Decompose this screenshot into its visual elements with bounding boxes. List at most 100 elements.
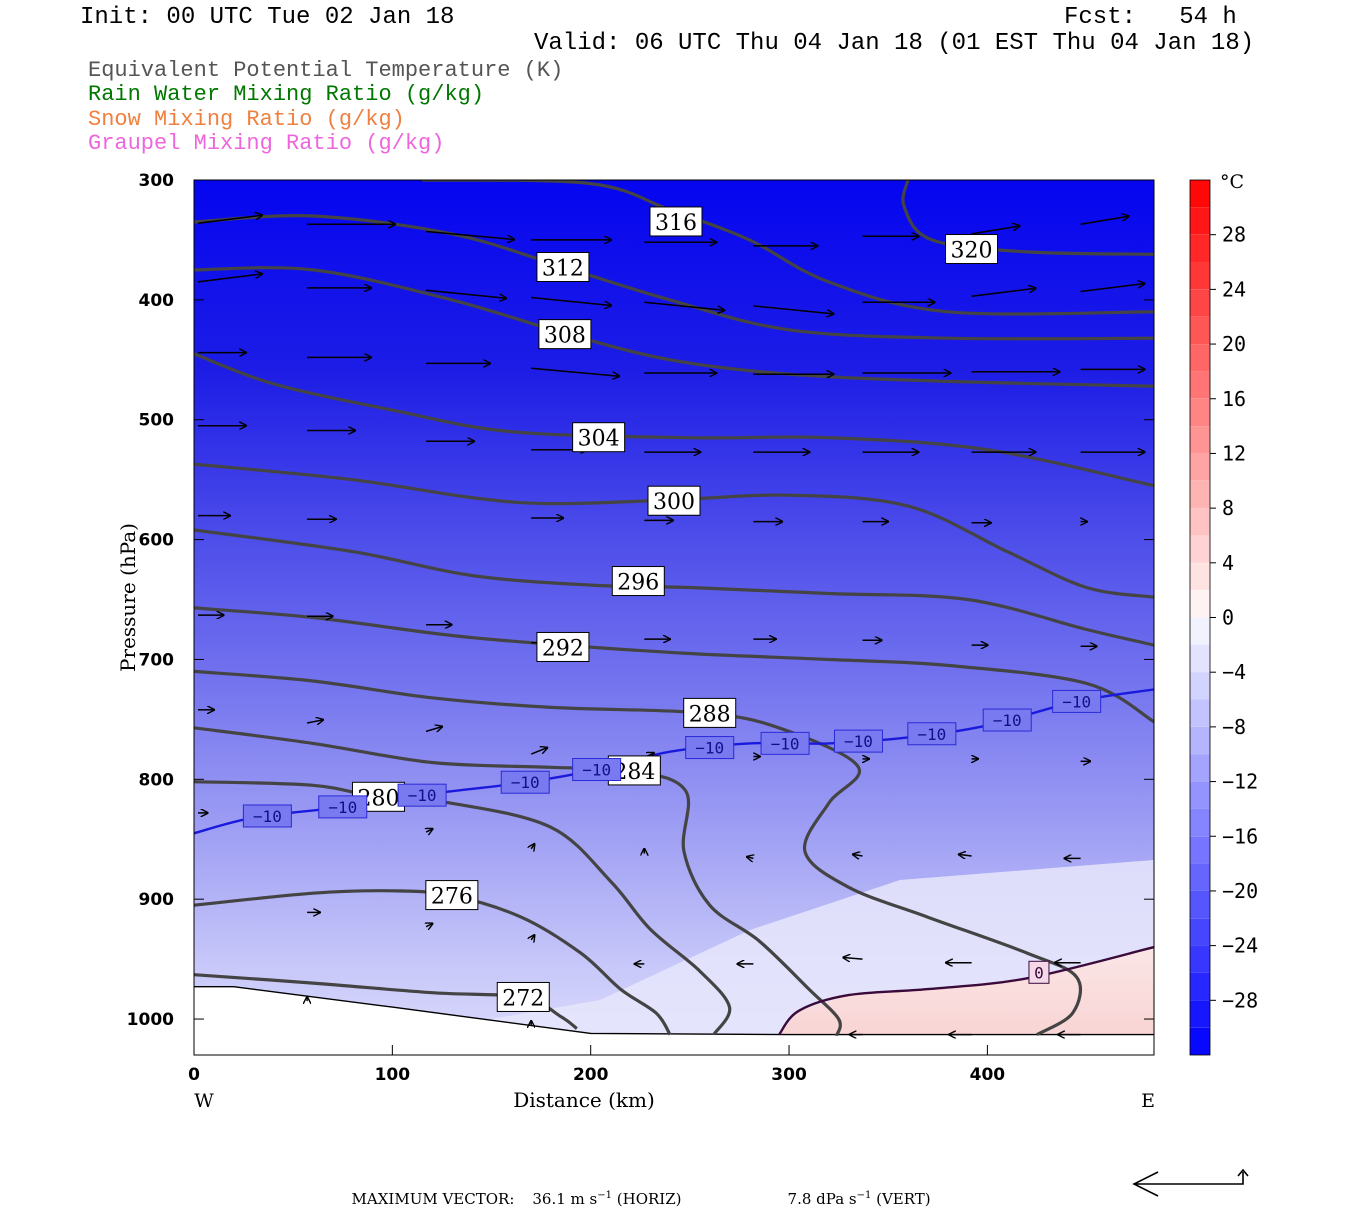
colorbar-tick-label: −16 (1222, 824, 1258, 848)
theta-e-contour-308 (194, 266, 1154, 388)
x-tick-label: 0 (188, 1065, 200, 1085)
colorbar-segment (1190, 672, 1210, 700)
x-tick-label: 400 (970, 1065, 1006, 1085)
colorbar-tick-label: 24 (1222, 277, 1246, 301)
isotherm-minus10-label: −10 (582, 760, 611, 779)
y-tick-label: 400 (139, 291, 175, 311)
isotherm-minus10-label: −10 (844, 732, 873, 751)
theta-e-contour-288 (194, 669, 1083, 1037)
theta-e-contour-316 (422, 180, 1154, 316)
wind-vector (531, 935, 534, 940)
reference-vector-arrow (1132, 1168, 1249, 1197)
theta-e-contours (194, 180, 1154, 1037)
wind-vector (426, 829, 432, 832)
colorbar-segment (1190, 754, 1210, 782)
init-time: Init: 00 UTC Tue 02 Jan 18 (80, 4, 455, 31)
wind-vector (853, 854, 863, 856)
cross-section-chart: 316320312308304300296292288284280276272 … (116, 171, 1258, 1112)
colorbar-tick-label: −28 (1222, 988, 1258, 1012)
colorbar-tick-label: −4 (1222, 660, 1246, 684)
colorbar-segment (1190, 808, 1210, 837)
theta-e-contour-292 (194, 606, 1154, 724)
colorbar-segment (1190, 973, 1210, 1001)
wind-vector (426, 924, 432, 927)
isotherm-label-box (1052, 689, 1102, 713)
wind-vector (1080, 216, 1129, 226)
terrain (194, 986, 1154, 1055)
colorbar-tick-label: −24 (1222, 934, 1258, 958)
x-tick-label: 200 (573, 1065, 609, 1085)
field-label-rain: Rain Water Mixing Ratio (g/kg) (88, 82, 485, 107)
isotherm-label-box (242, 804, 292, 828)
wind-vector (753, 305, 833, 314)
theta-e-contour-276 (194, 889, 672, 1036)
valid-time: Valid: 06 UTC Thu 04 Jan 18 (01 EST Thu … (534, 30, 1255, 57)
colorbar-tick-label: 16 (1222, 387, 1246, 411)
colorbar-tick-label: 8 (1222, 496, 1234, 520)
colorbar-segment (1190, 699, 1210, 727)
max-vector-info: MAXIMUM VECTOR: 36.1 m s−1 (HORIZ) (342, 1172, 682, 1208)
isotherm-minus10-label: −10 (917, 725, 946, 744)
isotherm-label-box (318, 795, 368, 819)
theta-e-label: 304 (578, 427, 620, 452)
colorbar-segment (1190, 562, 1210, 591)
y-tick-label: 300 (139, 171, 175, 191)
y-tick-label: 1000 (127, 1010, 174, 1030)
theta-e-contour-304 (194, 352, 1154, 488)
theta-e-contour-272 (194, 973, 578, 1030)
wind-vector (426, 230, 514, 240)
theta-e-label: 288 (689, 702, 731, 727)
field-label-graupel: Graupel Mixing Ratio (g/kg) (88, 131, 445, 156)
colorbar-segment (1190, 590, 1210, 618)
colorbar: 28 24 20 16 12 8 4 0 −4 −8 −12 −16 −20 −24 −28 °C (1189, 171, 1258, 1056)
vert-vector-info: 7.8 dPa s−1 (VERT) (778, 1172, 931, 1208)
reference-vector (1132, 1168, 1249, 1197)
terrain-fill (194, 986, 1154, 1055)
colorbar-segment (1190, 207, 1210, 235)
colorbar-segment (1190, 836, 1210, 864)
colorbar-segment (1190, 863, 1210, 891)
x-axis-title: Distance (km) (513, 1088, 655, 1112)
theta-e-label-box (647, 485, 701, 516)
isotherm-label-box (1028, 960, 1050, 984)
wind-vector (306, 720, 323, 723)
isotherm-zero-line (778, 945, 1154, 1036)
theta-e-contour-280 (194, 780, 732, 1036)
y-tick-label: 800 (139, 770, 175, 790)
vert-unit: (VERT) (871, 1190, 931, 1208)
colorbar-segment (1190, 371, 1210, 399)
y-tick-label: 500 (139, 411, 175, 431)
colorbar-segment (1190, 316, 1210, 344)
colorbar-segment (1190, 726, 1210, 755)
axes: 300 400 500 600 700 800 900 1000 0 100 200 300 400 W E… (116, 171, 1155, 1112)
y-axis-title: Pressure (hPa) (116, 523, 140, 672)
theta-e-label: 272 (502, 986, 544, 1011)
theta-e-label: 320 (951, 239, 993, 264)
theta-e-label-box (611, 566, 665, 597)
wind-vector (197, 215, 262, 224)
theta-e-label: 308 (544, 324, 586, 349)
colorbar-tick-label: 28 (1222, 223, 1246, 247)
isotherm-label-box (982, 708, 1032, 732)
terrain-surface-line (194, 986, 1154, 1036)
wind-vector (971, 226, 1020, 235)
wind-vector (971, 288, 1036, 298)
colorbar-segment (1190, 617, 1210, 645)
isotherm-label-box (685, 736, 735, 760)
isotherm-minus10-label: −10 (253, 807, 282, 826)
theta-e-label: 276 (431, 885, 473, 910)
field-label-snow: Snow Mixing Ratio (g/kg) (88, 107, 405, 132)
isotherm-label-box (397, 783, 447, 807)
theta-e-label-box (683, 697, 737, 728)
colorbar-segment (1190, 180, 1210, 208)
theta-e-contour-312 (194, 214, 1154, 341)
isotherm-label-box (572, 757, 622, 781)
colorbar-segment (1190, 535, 1210, 563)
wind-vector (959, 854, 972, 856)
wind-vector (747, 857, 753, 859)
vert-exponent: −1 (856, 1190, 872, 1201)
colorbar-tick-label: 12 (1222, 441, 1246, 465)
colorbar-segment (1190, 890, 1210, 919)
colorbar-segment (1190, 453, 1210, 481)
